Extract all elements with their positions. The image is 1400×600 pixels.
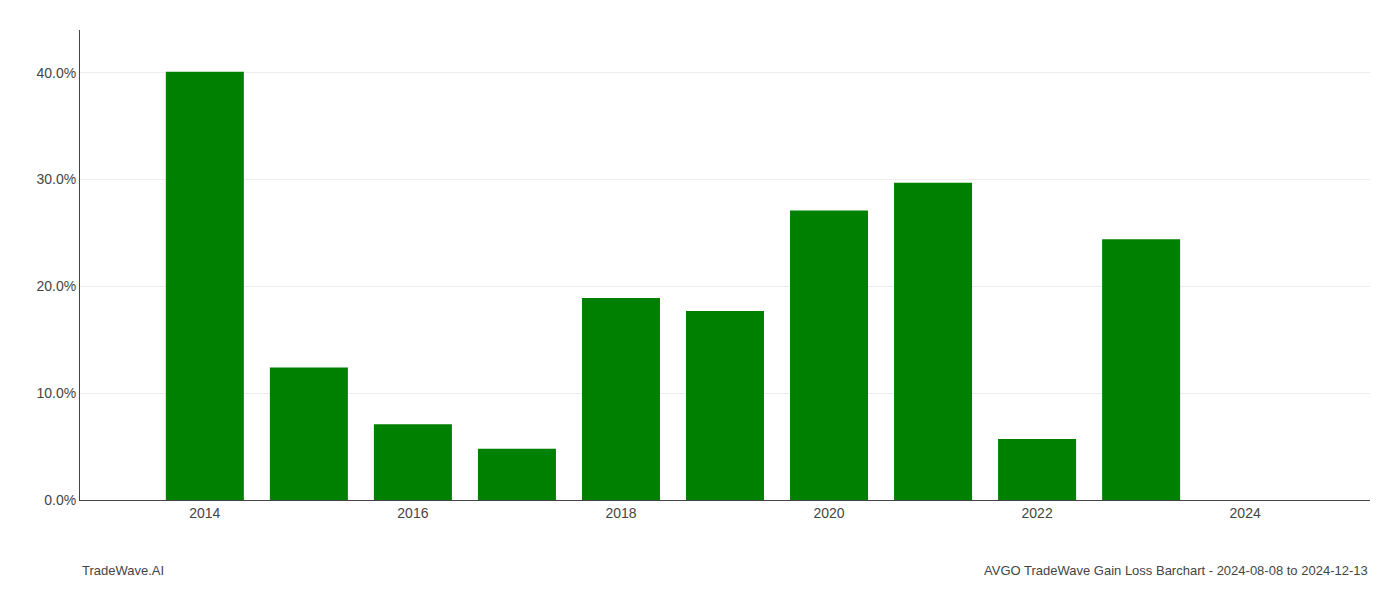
svg-text:TradeWave.AI: TradeWave.AI	[82, 563, 164, 578]
svg-text:2018: 2018	[605, 505, 636, 521]
svg-text:2014: 2014	[189, 505, 220, 521]
svg-text:10.0%: 10.0%	[36, 385, 76, 401]
svg-text:40.0%: 40.0%	[36, 65, 76, 81]
svg-text:30.0%: 30.0%	[36, 171, 76, 187]
svg-text:AVGO TradeWave Gain Loss Barch: AVGO TradeWave Gain Loss Barchart - 2024…	[984, 563, 1368, 578]
svg-text:0.0%: 0.0%	[44, 492, 76, 508]
svg-text:2022: 2022	[1022, 505, 1053, 521]
svg-text:2020: 2020	[813, 505, 844, 521]
svg-text:2016: 2016	[397, 505, 428, 521]
svg-text:20.0%: 20.0%	[36, 278, 76, 294]
svg-text:2024: 2024	[1230, 505, 1261, 521]
